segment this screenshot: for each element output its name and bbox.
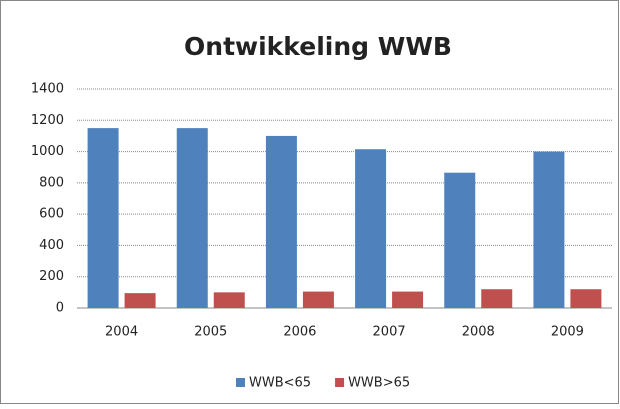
chart-title: Ontwikkeling WWB — [184, 32, 452, 61]
y-tick-label: 1000 — [31, 144, 64, 159]
x-tick-label: 2007 — [373, 325, 406, 340]
bar — [265, 135, 297, 308]
bar — [176, 128, 208, 308]
bar — [533, 151, 565, 308]
legend-swatch — [335, 378, 345, 387]
x-tick-label: 2005 — [194, 325, 227, 340]
bar — [570, 289, 602, 308]
y-tick-label: 600 — [39, 207, 64, 222]
bar — [124, 293, 156, 308]
legend-swatch — [236, 378, 245, 387]
bar — [355, 149, 387, 308]
bar — [87, 128, 119, 308]
x-tick-label: 2006 — [283, 325, 316, 340]
bar — [392, 291, 424, 308]
y-tick-label: 400 — [39, 238, 64, 253]
y-tick-label: 0 — [56, 301, 64, 316]
y-tick-label: 1400 — [31, 82, 64, 97]
bar — [302, 291, 334, 308]
x-tick-label: 2008 — [462, 325, 495, 340]
bar — [213, 292, 245, 308]
bar — [444, 172, 476, 308]
bar — [481, 289, 513, 308]
legend-label: WWB<65 — [249, 376, 311, 391]
x-tick-label: 2009 — [551, 325, 584, 340]
y-tick-label: 800 — [39, 175, 64, 190]
y-tick-label: 1200 — [31, 113, 64, 128]
y-tick-label: 200 — [39, 269, 64, 284]
legend-label: WWB>65 — [348, 376, 410, 391]
x-tick-label: 2004 — [105, 325, 138, 340]
